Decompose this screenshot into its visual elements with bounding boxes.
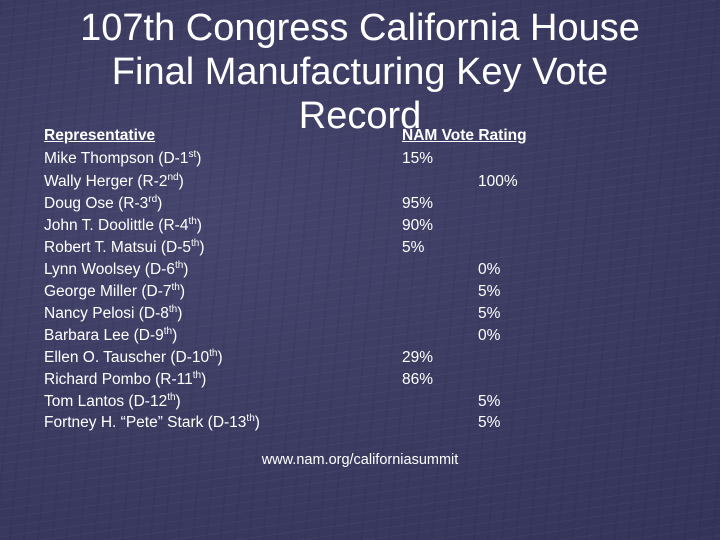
ordinal-suffix: th — [209, 347, 218, 359]
table-row: John T. Doolittle (R-4th) 90% — [0, 215, 720, 237]
table-row: Wally Herger (R-2nd) 100% — [0, 171, 720, 193]
title-line-3: Record — [298, 95, 422, 137]
ordinal-suffix: th — [167, 391, 176, 403]
vote-rating: 29% — [402, 349, 434, 366]
name-text: Tom Lantos (D-12 — [44, 393, 168, 410]
name-text: Richard Pombo (R-11 — [44, 371, 193, 388]
representative-name: Mike Thompson (D-1st) — [44, 148, 201, 170]
name-close: ) — [196, 150, 202, 167]
name-close: ) — [201, 371, 207, 388]
name-text: Doug Ose (R-3 — [44, 195, 149, 212]
table-row: Robert T. Matsui (D-5th) 5% — [0, 237, 720, 259]
name-text: Barbara Lee (D-9 — [44, 327, 164, 344]
name-text: George Miller (D-7 — [44, 283, 172, 300]
table-row: Fortney H. “Pete” Stark (D-13th) 5% — [0, 412, 720, 434]
representative-name: Ellen O. Tauscher (D-10th) — [44, 347, 223, 369]
name-close: ) — [178, 173, 184, 190]
ordinal-suffix: th — [192, 369, 202, 381]
representative-name: Wally Herger (R-2nd) — [44, 171, 184, 193]
name-text: Lynn Woolsey (D-6 — [44, 261, 175, 278]
ordinal-suffix: th — [168, 303, 178, 315]
vote-rating: 5% — [478, 283, 501, 300]
table-row: Ellen O. Tauscher (D-10th) 29% — [0, 347, 720, 369]
name-text: Ellen O. Tauscher (D-10 — [44, 349, 210, 366]
name-text: Robert T. Matsui (D-5 — [44, 239, 192, 256]
ordinal-suffix: th — [191, 237, 200, 249]
representative-name: Nancy Pelosi (D-8th) — [44, 303, 182, 325]
name-close: ) — [199, 239, 205, 256]
title-line-1: 107th Congress California House — [80, 7, 640, 49]
rating-header: NAM Vote Rating — [402, 127, 527, 144]
representative-name: Richard Pombo (R-11th) — [44, 369, 206, 391]
name-close: ) — [217, 349, 223, 366]
name-close: ) — [183, 261, 189, 278]
name-close: ) — [196, 217, 202, 234]
vote-rating: 5% — [478, 305, 501, 322]
vote-rating: 0% — [478, 327, 501, 344]
name-text: Nancy Pelosi (D-8 — [44, 305, 169, 322]
source-url: www.nam.org/californiasummit — [261, 452, 459, 468]
name-close: ) — [254, 414, 260, 431]
vote-rating: 5% — [402, 239, 425, 256]
table-row: Barbara Lee (D-9th) 0% — [0, 325, 720, 347]
representative-name: Tom Lantos (D-12th) — [44, 391, 181, 413]
name-close: ) — [175, 393, 181, 410]
representative-name: George Miller (D-7th) — [44, 281, 185, 303]
ordinal-suffix: nd — [167, 171, 179, 183]
ordinal-suffix: th — [174, 259, 184, 271]
ordinal-suffix: st — [188, 148, 197, 160]
name-close: ) — [177, 305, 183, 322]
vote-rating: 90% — [402, 217, 434, 234]
vote-rating: 15% — [402, 150, 434, 167]
representative-name: John T. Doolittle (R-4th) — [44, 215, 202, 237]
representative-name: Fortney H. “Pete” Stark (D-13th) — [44, 412, 260, 434]
ordinal-suffix: rd — [148, 193, 158, 205]
vote-rating: 0% — [478, 261, 501, 278]
table-row: Nancy Pelosi (D-8th) 5% — [0, 303, 720, 325]
table-row: George Miller (D-7th) 5% — [0, 281, 720, 303]
name-text: John T. Doolittle (R-4 — [44, 217, 189, 234]
representative-name: Doug Ose (R-3rd) — [44, 193, 162, 215]
representative-name: Barbara Lee (D-9th) — [44, 325, 177, 347]
ordinal-suffix: th — [188, 215, 197, 227]
name-text: Wally Herger (R-2 — [44, 173, 168, 190]
title-line-2: Final Manufacturing Key Vote — [111, 51, 609, 93]
vote-rating: 100% — [478, 173, 518, 190]
name-text: Mike Thompson (D-1 — [44, 150, 189, 167]
vote-rating: 86% — [402, 371, 434, 388]
ordinal-suffix: th — [246, 412, 255, 424]
name-text: Fortney H. “Pete” Stark (D-13 — [44, 414, 247, 431]
table-row: Mike Thompson (D-1st) 15% — [0, 148, 720, 170]
name-close: ) — [172, 327, 178, 344]
representative-name: Robert T. Matsui (D-5th) — [44, 237, 205, 259]
ordinal-suffix: th — [171, 281, 180, 293]
slide-title: 107th Congress California House Final Ma… — [0, 6, 720, 138]
vote-rating: 5% — [478, 393, 501, 410]
table-row: Lynn Woolsey (D-6th) 0% — [0, 259, 720, 281]
vote-rating: 5% — [478, 414, 501, 431]
representative-header: Representative — [44, 127, 156, 144]
representative-name: Lynn Woolsey (D-6th) — [44, 259, 188, 281]
name-close: ) — [157, 195, 163, 212]
table-row: Doug Ose (R-3rd) 95% — [0, 193, 720, 215]
table-row: Tom Lantos (D-12th) 5% — [0, 391, 720, 413]
table-row: Richard Pombo (R-11th) 86% — [0, 369, 720, 391]
vote-rating: 95% — [402, 195, 434, 212]
name-close: ) — [179, 283, 185, 300]
ordinal-suffix: th — [163, 325, 173, 337]
